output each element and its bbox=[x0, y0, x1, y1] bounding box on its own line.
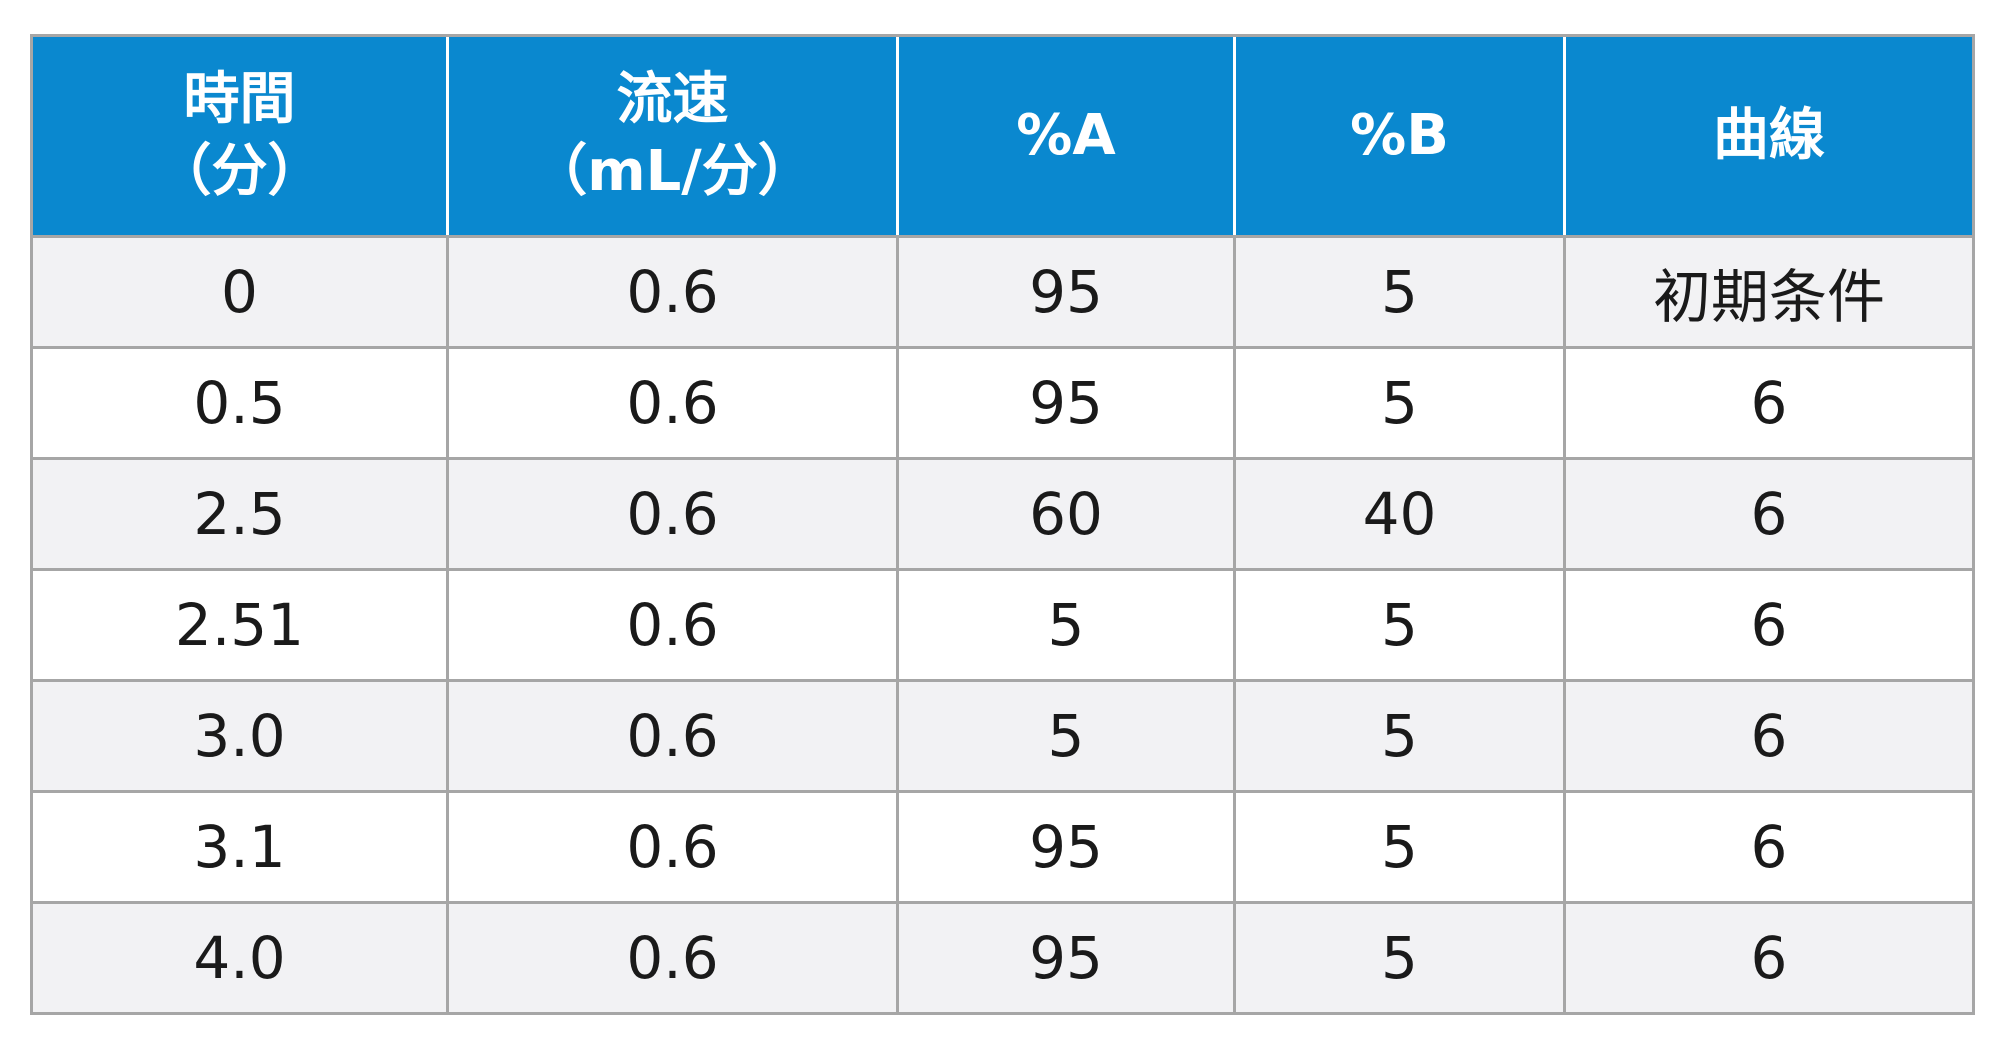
header-time-unit: （分） bbox=[155, 139, 324, 204]
header-flow-rate-unit: （mL/分） bbox=[531, 139, 814, 204]
cell-time: 0 bbox=[30, 235, 449, 349]
cell-flow-rate: 0.6 bbox=[446, 568, 899, 682]
header-percent-a-label: %A bbox=[1016, 103, 1116, 168]
cell-flow-rate: 0.6 bbox=[446, 346, 899, 460]
cell-percent-b: 5 bbox=[1233, 346, 1566, 460]
cell-time: 4.0 bbox=[30, 901, 449, 1015]
cell-percent-a: 60 bbox=[896, 457, 1236, 571]
cell-flow-rate: 0.6 bbox=[446, 901, 899, 1015]
cell-flow-rate: 0.6 bbox=[446, 790, 899, 904]
gradient-table-container: 時間 （分） 流速 （mL/分） %A %B 曲線 0 bbox=[30, 34, 1975, 1015]
header-flow-rate: 流速 （mL/分） bbox=[446, 34, 898, 238]
table-row: 2.51 0.6 5 5 6 bbox=[30, 568, 1975, 682]
header-percent-a: %A bbox=[896, 34, 1235, 238]
cell-percent-a: 95 bbox=[896, 790, 1236, 904]
table-header-row: 時間 （分） 流速 （mL/分） %A %B 曲線 bbox=[30, 34, 1975, 238]
cell-percent-a: 5 bbox=[896, 679, 1236, 793]
cell-time: 0.5 bbox=[30, 346, 449, 460]
cell-curve: 6 bbox=[1563, 457, 1975, 571]
header-flow-rate-label: 流速 bbox=[616, 67, 729, 132]
table-row: 4.0 0.6 95 5 6 bbox=[30, 901, 1975, 1015]
cell-flow-rate: 0.6 bbox=[446, 679, 899, 793]
cell-flow-rate: 0.6 bbox=[446, 457, 899, 571]
cell-percent-b: 5 bbox=[1233, 235, 1566, 349]
cell-curve: 初期条件 bbox=[1563, 235, 1975, 349]
cell-percent-a: 5 bbox=[896, 568, 1236, 682]
header-percent-b-label: %B bbox=[1350, 103, 1449, 168]
cell-percent-b: 5 bbox=[1233, 901, 1566, 1015]
table-row: 3.1 0.6 95 5 6 bbox=[30, 790, 1975, 904]
cell-time: 3.0 bbox=[30, 679, 449, 793]
cell-percent-b: 5 bbox=[1233, 568, 1566, 682]
table-row: 3.0 0.6 5 5 6 bbox=[30, 679, 1975, 793]
cell-percent-b: 5 bbox=[1233, 679, 1566, 793]
cell-time: 2.51 bbox=[30, 568, 449, 682]
header-curve: 曲線 bbox=[1563, 34, 1975, 238]
cell-percent-a: 95 bbox=[896, 901, 1236, 1015]
cell-percent-b: 5 bbox=[1233, 790, 1566, 904]
cell-time: 3.1 bbox=[30, 790, 449, 904]
cell-percent-a: 95 bbox=[896, 346, 1236, 460]
header-percent-b: %B bbox=[1233, 34, 1565, 238]
cell-percent-a: 95 bbox=[896, 235, 1236, 349]
cell-curve: 6 bbox=[1563, 568, 1975, 682]
cell-curve: 6 bbox=[1563, 790, 1975, 904]
cell-curve: 6 bbox=[1563, 679, 1975, 793]
cell-percent-b: 40 bbox=[1233, 457, 1566, 571]
cell-curve: 6 bbox=[1563, 901, 1975, 1015]
table-row: 0.5 0.6 95 5 6 bbox=[30, 346, 1975, 460]
header-curve-label: 曲線 bbox=[1713, 103, 1825, 168]
table-row: 2.5 0.6 60 40 6 bbox=[30, 457, 1975, 571]
cell-flow-rate: 0.6 bbox=[446, 235, 899, 349]
gradient-table: 時間 （分） 流速 （mL/分） %A %B 曲線 0 bbox=[30, 34, 1975, 1015]
cell-time: 2.5 bbox=[30, 457, 449, 571]
cell-curve: 6 bbox=[1563, 346, 1975, 460]
header-time: 時間 （分） bbox=[30, 34, 448, 238]
table-row: 0 0.6 95 5 初期条件 bbox=[30, 235, 1975, 349]
header-time-label: 時間 bbox=[183, 67, 296, 132]
